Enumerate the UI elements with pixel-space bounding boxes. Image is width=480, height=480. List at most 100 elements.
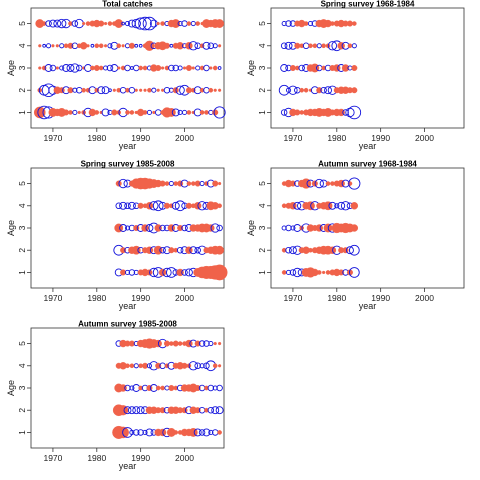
panel-1-x-axis-label: year <box>119 141 137 151</box>
panel-1-bubble-age-1-1993 <box>152 110 156 115</box>
panel-4-bubble-age-1-1968 <box>281 270 287 275</box>
panel-3-title: Spring survey 1985-2008 <box>81 160 175 169</box>
panel-4-x-axis-label: year <box>359 301 377 311</box>
panel-3-bubble-age-1-2008 <box>211 264 228 281</box>
panel-1-bubble-age-2-1994 <box>156 88 160 92</box>
panel-1-bubble-age-5-1990 <box>134 17 147 30</box>
panel-5-bubble-age-1-1990 <box>137 429 144 436</box>
panel-5-bubble-age-3-1994 <box>155 385 161 391</box>
panel-5-bubble-age-3-2007 <box>212 385 218 391</box>
panel-3-bubble-age-4-1998 <box>171 201 180 210</box>
panel-1-bubble-age-4-1969 <box>45 43 52 49</box>
panel-3-bubble-age-4-1994 <box>152 200 164 212</box>
panel-1-bubble-age-4-1971 <box>55 44 59 48</box>
panel-3-bubble-age-4-1996 <box>163 202 170 209</box>
panel-5-y-tick-label: 1 <box>17 430 27 435</box>
panel-4-bubble-age-3-1984 <box>350 224 359 232</box>
panel-1-bubble-age-1-1967 <box>33 106 46 119</box>
panel-1-bubble-age-1-2008 <box>213 106 226 119</box>
panel-2-bubble-age-4-1975 <box>312 43 318 49</box>
panel-5-bubble-age-2-2006 <box>207 406 215 414</box>
panel-3-bubble-age-5-1986 <box>118 178 128 189</box>
panel-3-bubble-age-3-1995 <box>159 224 166 232</box>
panel-5-x-tick-label: 1990 <box>131 453 150 463</box>
panel-1-bubble-age-4-1981 <box>98 43 104 49</box>
panel-1-bubble-age-4-1992 <box>144 40 155 51</box>
panel-4-bubble-age-4-1978 <box>323 201 333 211</box>
panel-2-bubble-age-5-1974 <box>307 21 314 27</box>
panel-1-bubble-age-2-2006 <box>208 87 214 93</box>
panel-5-bubble-age-5-2005 <box>203 340 210 347</box>
panel-1-bubble-age-2-1986 <box>119 86 127 94</box>
panel-1-bubble-age-4-1978 <box>86 44 90 48</box>
panel-5-bubble-age-4-1987 <box>125 363 130 369</box>
panel-2-bubble-age-5-1973 <box>303 21 309 26</box>
panel-2-bubble-age-4-1984 <box>351 43 357 49</box>
panel-1-bubble-age-5-1969 <box>45 20 52 27</box>
panel-3-bubble-age-4-2001 <box>185 202 192 209</box>
panel-4-bubble-age-4-1971 <box>293 201 302 210</box>
panel-2-bubble-age-2-1984 <box>351 87 358 94</box>
panel-1-bubble-age-5-2002 <box>190 21 196 27</box>
panel-2-bubble-age-5-1969 <box>285 20 292 27</box>
panel-1-bubble-age-3-1973 <box>62 64 71 72</box>
panel-5-bubble-age-3-1990 <box>138 385 143 391</box>
panel-3-bubble-age-5-1997 <box>168 181 174 187</box>
panel-1-bubble-age-2-2005 <box>203 86 210 94</box>
panel-2-x-tick-label: 1970 <box>283 133 302 143</box>
panel-1-bubble-age-2-2007 <box>213 88 217 92</box>
panel-2-bubble-age-3-1977 <box>321 65 326 71</box>
panel-4-bubble-age-2-1984 <box>348 244 360 256</box>
panel-3-bubble-age-2-1998 <box>173 247 179 253</box>
panel-3-y-tick-label: 3 <box>17 225 27 230</box>
panel-1-bubble-age-5-1983 <box>107 21 113 26</box>
panel-1-bubble-age-3-1985 <box>117 66 121 70</box>
panel-4-bubble-age-3-1976 <box>315 224 323 232</box>
panel-1-bubble-age-3-1986 <box>120 65 126 71</box>
panel-2-bubble-age-2-1972 <box>299 87 305 93</box>
panel-2-bubble-age-3-1970 <box>289 64 296 71</box>
panel-3-y-tick-label: 1 <box>17 270 27 275</box>
panel-3-x-tick-label: 1970 <box>43 293 62 303</box>
panel-3-bubble-age-2-1992 <box>145 246 154 254</box>
panel-1-bubble-age-3-1980 <box>93 64 100 71</box>
panel-4-y-tick-label: 5 <box>257 181 267 186</box>
panel-3-x-tick-label: 1980 <box>87 293 106 303</box>
panel-3-bubble-age-1-1996 <box>162 267 172 278</box>
panel-2-bubble-age-5-1984 <box>352 21 357 26</box>
panel-4-bubble-age-4-1980 <box>334 203 340 209</box>
panel-3-bubble-age-5-2003 <box>194 180 201 187</box>
panel-1-bubble-age-1-2001 <box>186 110 192 115</box>
panel-1-bubble-age-4-1983 <box>107 43 113 49</box>
panel-5-bubble-age-3-1995 <box>160 385 165 391</box>
panel-2-bubble-age-4-1968 <box>280 42 288 50</box>
panel-3-bubble-age-5-2008 <box>218 181 222 186</box>
panel-2-bubble-age-4-1969 <box>284 41 293 50</box>
panel-1-bubble-age-1-1984 <box>111 109 118 116</box>
panel-2-bubble-age-3-1972 <box>298 64 305 72</box>
panel-1-bubble-age-2-1974 <box>67 87 74 94</box>
panel-1-bubble-age-5-1994 <box>156 21 160 26</box>
panel-1-bubble-age-4-1988 <box>128 42 135 49</box>
panel-1-bubble-age-2-2004 <box>199 87 205 93</box>
panel-4-y-tick-label: 3 <box>257 225 267 230</box>
panel-3-bubble-age-4-1988 <box>127 201 136 210</box>
panel-2-bubble-age-1-1971 <box>294 109 301 116</box>
panel-3-bubble-age-5-1996 <box>164 181 170 186</box>
panel-3-x-tick-label: 2000 <box>175 293 194 303</box>
panel-3-bubble-age-2-1999 <box>176 246 184 254</box>
panel-1-bubble-age-2-1990 <box>139 88 143 92</box>
panel-5-bubble-age-5-2006 <box>208 341 214 347</box>
panel-1-bubble-age-3-1967 <box>38 66 42 70</box>
panel-3-bubble-age-1-1986 <box>120 269 127 276</box>
panel-1-bubble-age-5-1974 <box>68 21 73 26</box>
panel-2-bubble-age-4-1979 <box>327 41 338 51</box>
panel-4-bubble-age-5-1976 <box>314 178 324 189</box>
panel-5-bubble-age-2-2005 <box>204 407 209 413</box>
panel-5-bubble-age-1-2005 <box>202 428 211 437</box>
panel-4-title: Autumn survey 1968-1984 <box>318 160 417 169</box>
panel-1-bubble-age-3-1995 <box>160 66 165 70</box>
panel-2-x-tick-label: 1980 <box>327 133 346 143</box>
panel-1-bubble-age-3-1972 <box>59 65 65 71</box>
panel-1-bubble-age-3-1975 <box>70 63 80 73</box>
